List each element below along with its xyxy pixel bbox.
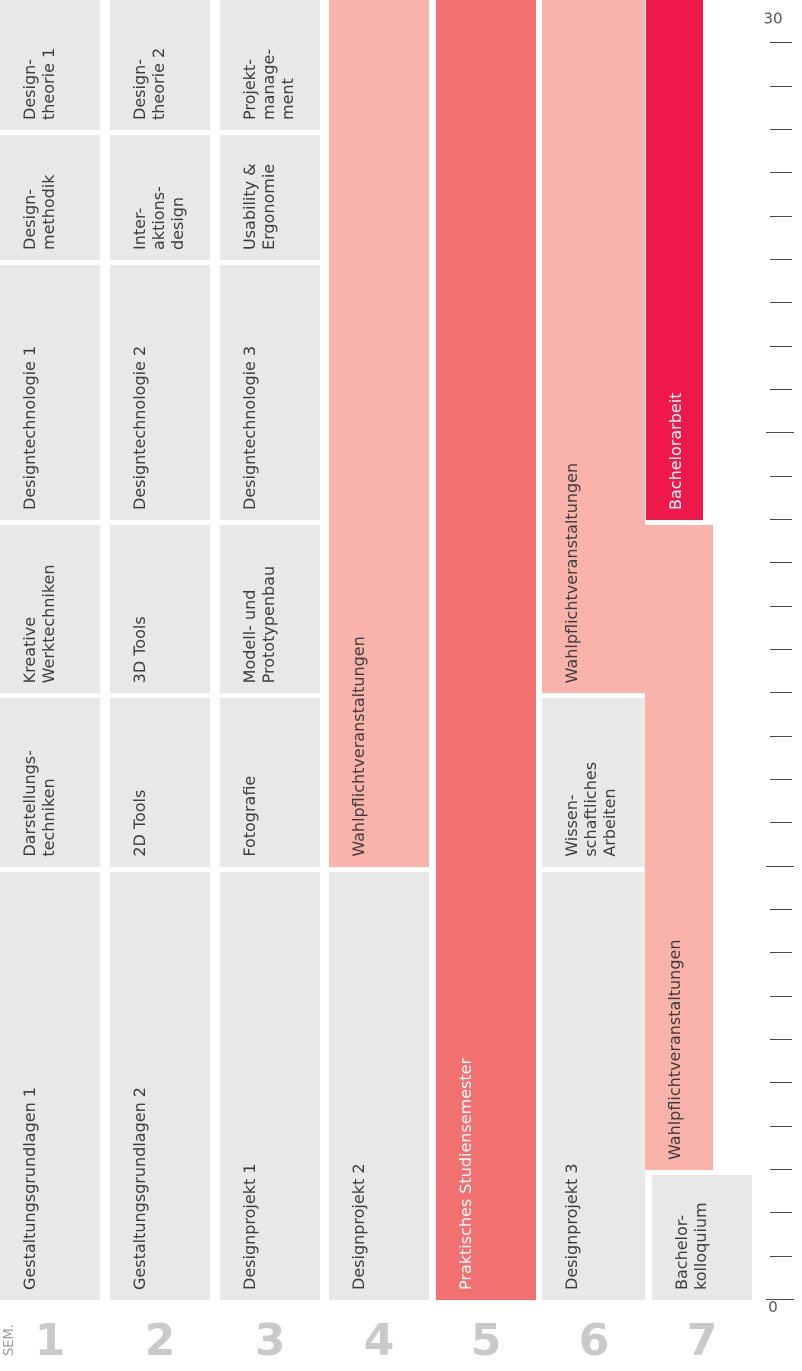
semester-header: SEM. [2,1324,17,1356]
module-cell: Modell- und Prototypenbau [220,525,320,694]
scale-tick [770,735,792,737]
module-label: Designprojekt 3 [562,1163,581,1290]
scale-tick [770,1212,792,1214]
scale-tick [770,822,792,824]
module-cell: Usability & Ergonomie [220,135,320,260]
module-label: Modell- und Prototypenbau [240,565,278,684]
scale-tick [770,952,792,954]
scale-tick [770,475,792,477]
scale-tick [770,259,792,260]
scale-tick [770,215,792,217]
module-cell: 3D Tools [110,525,210,694]
module-label: Usability & Ergonomie [240,163,278,250]
module-label: Fotografie [240,775,259,857]
module-cell: Gestaltungsgrundlagen 2 [110,871,210,1300]
module-cell: Wahlpflichtveranstaltungen [645,525,713,1170]
module-cell: Wissen- schaftliches Arbeiten [542,698,645,867]
scale-tick [770,1039,792,1040]
module-label: Designtechnologie 2 [130,345,149,510]
module-cell: Wahlpflichtveranstaltungen [542,0,645,694]
module-cell: Designtechnologie 3 [220,265,320,520]
module-cell: Gestaltungsgrundlagen 1 [0,871,100,1300]
scale-tick [770,389,792,390]
module-label: Designprojekt 2 [349,1163,368,1290]
scale-tick [770,172,792,174]
module-label: Kreative Werktechniken [20,564,58,684]
scale-tick [770,345,792,347]
module-label: Projekt- manage- ment [240,48,297,120]
module-cell: Designprojekt 3 [542,871,645,1300]
scale-tick [770,519,792,520]
scale-tick [766,865,794,867]
module-cell: Bachelorarbeit [646,0,703,520]
module-label: Designtechnologie 1 [20,345,39,510]
semester-number: 7 [686,1315,718,1366]
scale-tick [770,42,792,44]
scale-tick [770,1082,792,1084]
module-label: Wahlpflichtveranstaltungen [349,636,368,857]
scale-tick [770,692,792,694]
semester-number: 5 [470,1315,502,1366]
semester-number: 4 [363,1315,395,1366]
scale-tick [770,1255,792,1257]
module-cell: Design- theorie 2 [110,0,210,130]
scale-tick [770,302,792,304]
module-label: Designtechnologie 3 [240,345,259,510]
module-label: Designprojekt 1 [240,1163,259,1290]
semester-number: 3 [254,1315,286,1366]
module-label: Inter- aktions- design [130,186,187,250]
semester-number: 1 [34,1315,66,1366]
module-cell: Designprojekt 1 [220,871,320,1300]
module-label: Wissen- schaftliches Arbeiten [562,761,619,857]
module-cell: Wahlpflichtveranstaltungen [329,0,429,867]
semester-number: 6 [578,1315,609,1366]
module-label: 3D Tools [130,616,149,684]
module-label: Gestaltungsgrundlagen 2 [130,1087,149,1290]
module-label: Praktisches Studiensemester [456,1057,475,1290]
scale-tick [770,1169,792,1170]
module-cell: Designtechnologie 1 [0,265,100,520]
scale-tick [770,909,792,910]
module-label: Design- theorie 2 [130,47,168,120]
scale-tick [766,432,794,434]
module-cell: Fotografie [220,698,320,867]
module-cell: Design- methodik [0,135,100,260]
module-label: Wahlpflichtveranstaltungen [665,939,684,1160]
module-label: Design- theorie 1 [20,47,58,120]
module-cell: Projekt- manage- ment [220,0,320,130]
module-cell: Designtechnologie 2 [110,265,210,520]
module-cell: Darstellungs- techniken [0,698,100,867]
scale-tick [770,605,792,607]
module-label: Gestaltungsgrundlagen 1 [20,1087,39,1290]
scale-tick [770,562,792,564]
module-label: Design- methodik [20,174,58,251]
scale-tick [770,779,792,780]
scale-label: 0 [768,1298,778,1317]
module-cell: Praktisches Studiensemester [436,0,536,1300]
module-label: Wahlpflichtveranstaltungen [562,462,581,684]
module-label: Darstellungs- techniken [20,750,58,857]
scale-tick [770,129,792,130]
scale-tick [770,85,792,87]
scale-tick [770,995,792,997]
module-cell: Design- theorie 1 [0,0,100,130]
module-cell: Inter- aktions- design [110,135,210,260]
module-cell: Kreative Werktechniken [0,525,100,694]
module-label: Bachelorarbeit [666,392,685,510]
module-label: 2D Tools [130,789,149,857]
scale-label: 30 [763,9,783,28]
module-label: Bachelor- kolloquium [672,1202,710,1290]
module-cell: 2D Tools [110,698,210,867]
module-cell: Bachelor- kolloquium [652,1175,752,1300]
scale-tick [770,1125,792,1127]
module-cell: Designprojekt 2 [329,871,429,1300]
semester-number: 2 [144,1315,176,1366]
scale-tick [770,649,792,650]
